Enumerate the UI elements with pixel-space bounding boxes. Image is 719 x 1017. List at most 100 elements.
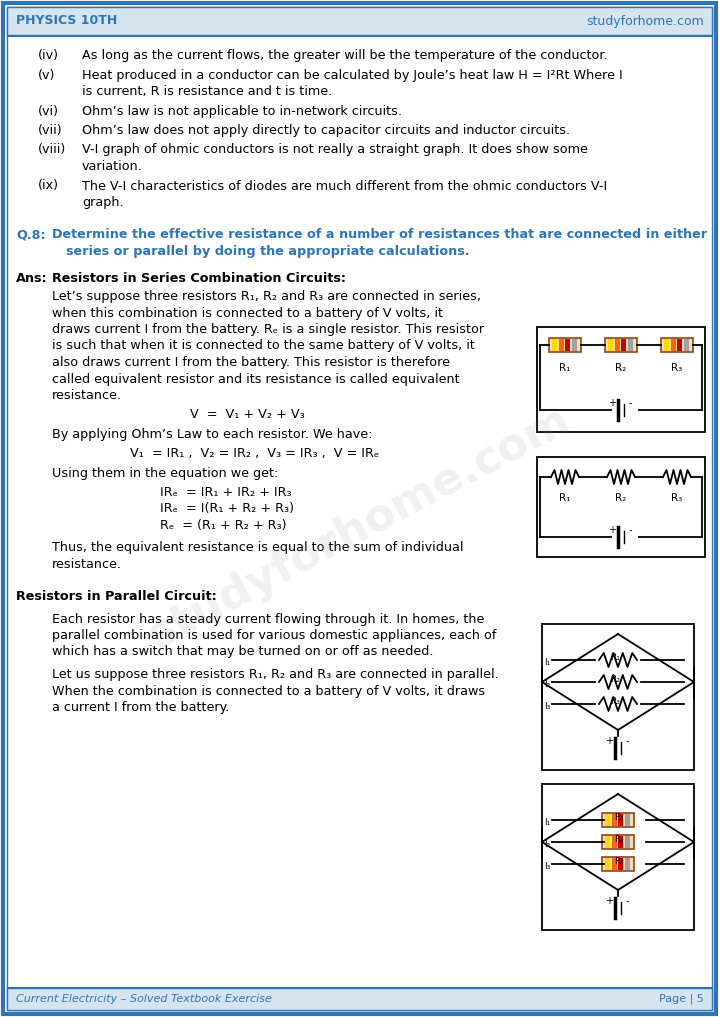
Text: R₂: R₂: [615, 493, 627, 503]
Text: V-I graph of ohmic conductors is not really a straight graph. It does show some: V-I graph of ohmic conductors is not rea…: [82, 143, 588, 157]
Text: Determine the effective resistance of a number of resistances that are connected: Determine the effective resistance of a …: [52, 229, 707, 241]
Text: R₁: R₁: [559, 493, 571, 503]
Text: which has a switch that may be turned on or off as needed.: which has a switch that may be turned on…: [52, 646, 434, 658]
Bar: [684, 339, 689, 351]
Bar: [618, 814, 623, 826]
Text: V₁  = IR₁ ,  V₂ = IR₂ ,  V₃ = IR₃ ,  V = IRₑ: V₁ = IR₁ , V₂ = IR₂ , V₃ = IR₃ , V = IRₑ: [130, 446, 379, 460]
Text: R₃: R₃: [672, 493, 682, 503]
Text: R₁: R₁: [614, 813, 624, 822]
Text: IRₑ  = I(R₁ + R₂ + R₃): IRₑ = I(R₁ + R₂ + R₃): [160, 502, 294, 515]
Text: when this combination is connected to a battery of V volts, it: when this combination is connected to a …: [52, 306, 443, 319]
Text: Thus, the equivalent resistance is equal to the sum of individual: Thus, the equivalent resistance is equal…: [52, 541, 464, 554]
Text: graph.: graph.: [82, 196, 124, 210]
Bar: [618, 858, 623, 870]
Text: is current, R is resistance and t is time.: is current, R is resistance and t is tim…: [82, 85, 332, 98]
Bar: [664, 339, 669, 351]
Text: studyforhome.com: studyforhome.com: [142, 398, 578, 657]
Bar: [625, 836, 630, 848]
Bar: [625, 858, 630, 870]
Bar: [611, 814, 616, 826]
Text: Q.8:: Q.8:: [16, 229, 45, 241]
Text: (vii): (vii): [38, 124, 63, 137]
Bar: [549, 338, 581, 352]
Bar: [677, 339, 682, 351]
Text: R₂: R₂: [610, 675, 620, 684]
Bar: [565, 339, 570, 351]
Text: studyforhome.com: studyforhome.com: [586, 14, 704, 27]
Bar: [671, 339, 675, 351]
Text: I₂: I₂: [544, 680, 550, 689]
Text: R₃: R₃: [610, 697, 620, 706]
Text: I₁: I₁: [544, 818, 550, 827]
Bar: [605, 338, 637, 352]
Bar: [628, 339, 633, 351]
Text: (ix): (ix): [38, 179, 59, 192]
Bar: [661, 338, 693, 352]
Bar: [537, 327, 705, 432]
Bar: [7, 7, 712, 35]
Text: resistance.: resistance.: [52, 557, 122, 571]
Text: R₂: R₂: [614, 835, 624, 844]
Text: is such that when it is connected to the same battery of V volts, it: is such that when it is connected to the…: [52, 340, 475, 353]
Text: -: -: [628, 398, 632, 408]
Bar: [559, 339, 564, 351]
Text: (viii): (viii): [38, 143, 66, 157]
Text: The V-I characteristics of diodes are much different from the ohmic conductors V: The V-I characteristics of diodes are mu…: [82, 179, 608, 192]
Text: R₁: R₁: [610, 653, 620, 662]
Text: Ans:: Ans:: [16, 272, 47, 285]
Text: variation.: variation.: [82, 160, 143, 173]
Text: IRₑ  = IR₁ + IR₂ + IR₃: IRₑ = IR₁ + IR₂ + IR₃: [160, 485, 292, 498]
Bar: [618, 836, 623, 848]
Text: I₂: I₂: [544, 840, 550, 849]
Text: a current I from the battery.: a current I from the battery.: [52, 701, 229, 714]
FancyBboxPatch shape: [7, 7, 712, 1010]
Text: -: -: [626, 736, 628, 746]
Text: series or parallel by doing the appropriate calculations.: series or parallel by doing the appropri…: [66, 245, 470, 258]
Bar: [602, 857, 634, 871]
Bar: [605, 814, 610, 826]
Bar: [7, 988, 712, 1010]
Text: resistance.: resistance.: [52, 388, 122, 402]
Text: I₃: I₃: [544, 702, 550, 711]
Bar: [611, 836, 616, 848]
Text: Current Electricity – Solved Textbook Exercise: Current Electricity – Solved Textbook Ex…: [16, 994, 272, 1004]
Bar: [625, 814, 630, 826]
Bar: [608, 339, 613, 351]
Text: Page | 5: Page | 5: [659, 994, 704, 1004]
Text: Ohm’s law does not apply directly to capacitor circuits and inductor circuits.: Ohm’s law does not apply directly to cap…: [82, 124, 570, 137]
Bar: [602, 835, 634, 849]
FancyBboxPatch shape: [3, 3, 716, 1014]
Bar: [605, 858, 610, 870]
Text: +: +: [605, 736, 613, 746]
Text: PHYSICS 10TH: PHYSICS 10TH: [16, 14, 117, 27]
Text: V  =  V₁ + V₂ + V₃: V = V₁ + V₂ + V₃: [190, 408, 305, 420]
Bar: [615, 339, 620, 351]
Text: (iv): (iv): [38, 49, 59, 62]
Text: Rₑ  = (R₁ + R₂ + R₃): Rₑ = (R₁ + R₂ + R₃): [160, 519, 286, 532]
Text: also draws current I from the battery. This resistor is therefore: also draws current I from the battery. T…: [52, 356, 450, 369]
Text: Let us suppose three resistors R₁, R₂ and R₃ are connected in parallel.: Let us suppose three resistors R₁, R₂ an…: [52, 668, 499, 681]
Text: Heat produced in a conductor can be calculated by Joule’s heat law H = I²Rt Wher: Heat produced in a conductor can be calc…: [82, 68, 623, 81]
Bar: [605, 836, 610, 848]
Text: -: -: [628, 525, 632, 535]
Text: -: -: [626, 896, 628, 906]
Text: parallel combination is used for various domestic appliances, each of: parallel combination is used for various…: [52, 629, 496, 642]
Text: R₃: R₃: [672, 363, 682, 373]
Text: (vi): (vi): [38, 105, 59, 118]
Text: Let’s suppose three resistors R₁, R₂ and R₃ are connected in series,: Let’s suppose three resistors R₁, R₂ and…: [52, 290, 481, 303]
Text: +: +: [605, 896, 613, 906]
Text: R₃: R₃: [614, 857, 624, 866]
Text: As long as the current flows, the greater will be the temperature of the conduct: As long as the current flows, the greate…: [82, 49, 608, 62]
Bar: [537, 457, 705, 557]
Text: Resistors in Parallel Circuit:: Resistors in Parallel Circuit:: [16, 590, 216, 603]
Bar: [542, 784, 694, 930]
Bar: [572, 339, 577, 351]
Text: R₂: R₂: [615, 363, 627, 373]
Text: I₁: I₁: [544, 658, 550, 667]
Text: Ohm’s law is not applicable to in-network circuits.: Ohm’s law is not applicable to in-networ…: [82, 105, 402, 118]
Text: +: +: [608, 398, 616, 408]
Bar: [621, 339, 626, 351]
Text: R₁: R₁: [559, 363, 571, 373]
Text: Resistors in Series Combination Circuits:: Resistors in Series Combination Circuits…: [52, 272, 346, 285]
Text: +: +: [608, 525, 616, 535]
